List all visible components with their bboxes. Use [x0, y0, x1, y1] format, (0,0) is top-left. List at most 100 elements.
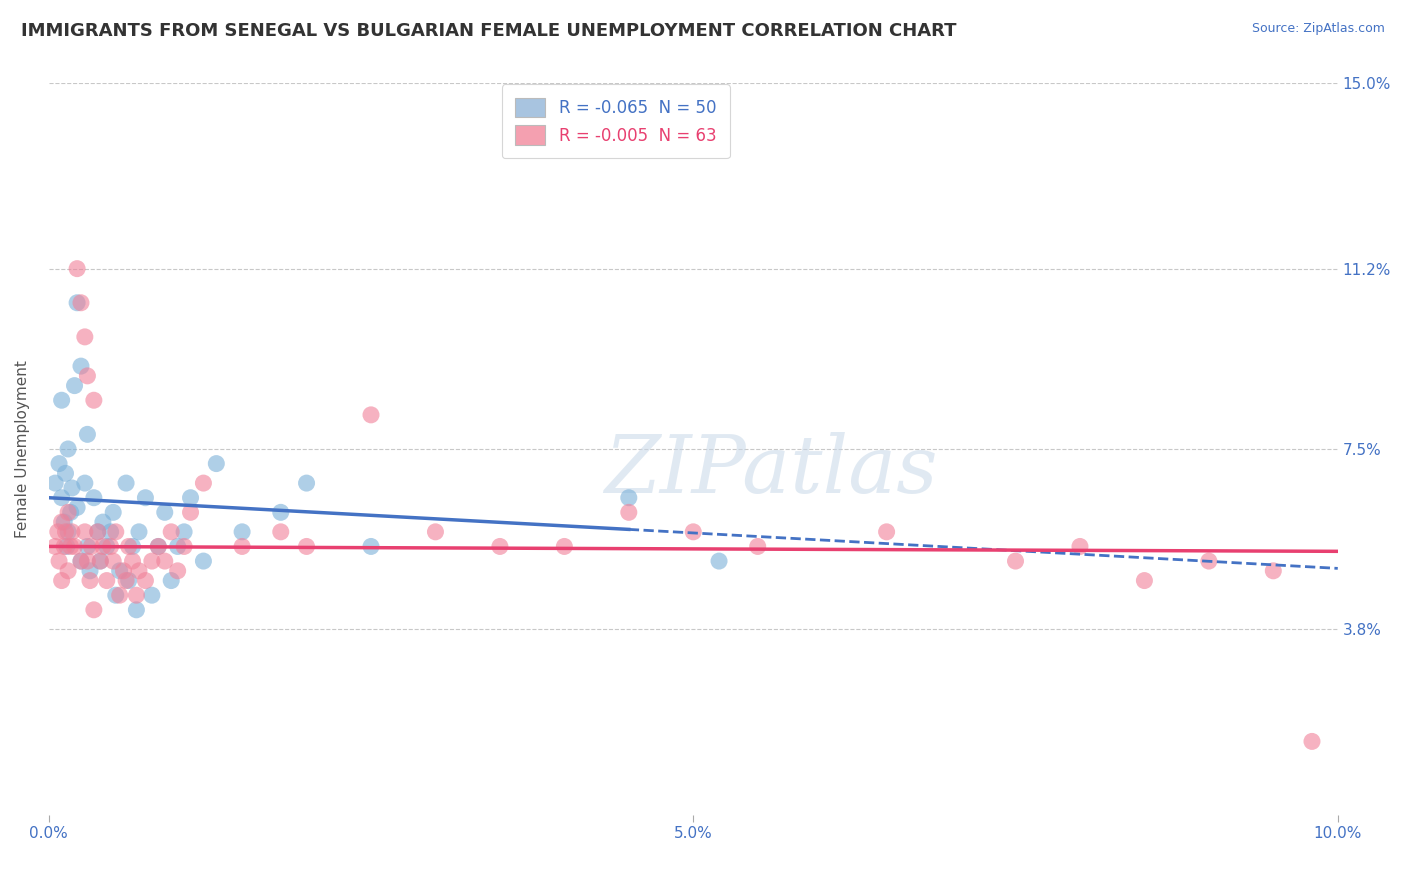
- Point: [148, 540, 170, 554]
- Point: [103, 554, 125, 568]
- Point: [51, 491, 73, 505]
- Point: [617, 505, 640, 519]
- Point: [73, 330, 96, 344]
- Point: [1263, 564, 1285, 578]
- Point: [56, 524, 79, 539]
- Point: [270, 505, 292, 519]
- Point: [96, 540, 118, 554]
- Point: [205, 457, 228, 471]
- Point: [153, 554, 176, 568]
- Point: [63, 378, 86, 392]
- Point: [1004, 554, 1026, 568]
- Point: [73, 524, 96, 539]
- Point: [76, 554, 98, 568]
- Point: [104, 588, 127, 602]
- Point: [56, 540, 79, 554]
- Point: [166, 564, 188, 578]
- Point: [108, 588, 131, 602]
- Point: [70, 295, 93, 310]
- Point: [121, 554, 143, 568]
- Point: [553, 540, 575, 554]
- Point: [56, 505, 79, 519]
- Point: [295, 540, 318, 554]
- Point: [80, 540, 103, 554]
- Point: [134, 574, 156, 588]
- Point: [173, 540, 195, 554]
- Point: [53, 540, 76, 554]
- Point: [1069, 540, 1091, 554]
- Point: [48, 554, 70, 568]
- Point: [51, 515, 73, 529]
- Text: IMMIGRANTS FROM SENEGAL VS BULGARIAN FEMALE UNEMPLOYMENT CORRELATION CHART: IMMIGRANTS FROM SENEGAL VS BULGARIAN FEM…: [21, 22, 956, 40]
- Point: [55, 524, 77, 539]
- Point: [83, 393, 105, 408]
- Point: [118, 574, 141, 588]
- Point: [747, 540, 769, 554]
- Point: [360, 408, 382, 422]
- Point: [425, 524, 447, 539]
- Point: [73, 476, 96, 491]
- Point: [1198, 554, 1220, 568]
- Point: [79, 564, 101, 578]
- Point: [44, 476, 66, 491]
- Point: [83, 491, 105, 505]
- Point: [876, 524, 898, 539]
- Point: [76, 540, 98, 554]
- Point: [100, 524, 122, 539]
- Point: [96, 574, 118, 588]
- Point: [59, 540, 82, 554]
- Point: [51, 574, 73, 588]
- Point: [193, 554, 215, 568]
- Point: [134, 491, 156, 505]
- Point: [180, 491, 202, 505]
- Text: Source: ZipAtlas.com: Source: ZipAtlas.com: [1251, 22, 1385, 36]
- Point: [125, 603, 148, 617]
- Point: [70, 359, 93, 373]
- Point: [89, 554, 111, 568]
- Point: [66, 500, 89, 515]
- Point: [1301, 734, 1323, 748]
- Point: [100, 540, 122, 554]
- Point: [617, 491, 640, 505]
- Point: [108, 564, 131, 578]
- Point: [104, 524, 127, 539]
- Point: [51, 393, 73, 408]
- Point: [115, 574, 138, 588]
- Point: [91, 515, 114, 529]
- Legend: R = -0.065  N = 50, R = -0.005  N = 63: R = -0.065 N = 50, R = -0.005 N = 63: [502, 85, 730, 158]
- Point: [489, 540, 512, 554]
- Point: [121, 540, 143, 554]
- Point: [231, 524, 253, 539]
- Point: [63, 540, 86, 554]
- Point: [83, 603, 105, 617]
- Point: [128, 564, 150, 578]
- Point: [89, 554, 111, 568]
- Point: [160, 574, 183, 588]
- Point: [44, 540, 66, 554]
- Point: [682, 524, 704, 539]
- Point: [60, 481, 83, 495]
- Point: [112, 564, 135, 578]
- Point: [91, 540, 114, 554]
- Point: [141, 554, 163, 568]
- Point: [60, 524, 83, 539]
- Point: [87, 524, 110, 539]
- Point: [153, 505, 176, 519]
- Point: [70, 554, 93, 568]
- Point: [148, 540, 170, 554]
- Point: [295, 476, 318, 491]
- Point: [59, 505, 82, 519]
- Point: [115, 476, 138, 491]
- Point: [76, 427, 98, 442]
- Point: [173, 524, 195, 539]
- Y-axis label: Female Unemployment: Female Unemployment: [15, 360, 30, 538]
- Point: [141, 588, 163, 602]
- Point: [193, 476, 215, 491]
- Point: [48, 457, 70, 471]
- Point: [103, 505, 125, 519]
- Point: [125, 588, 148, 602]
- Point: [118, 540, 141, 554]
- Point: [76, 368, 98, 383]
- Point: [53, 515, 76, 529]
- Point: [360, 540, 382, 554]
